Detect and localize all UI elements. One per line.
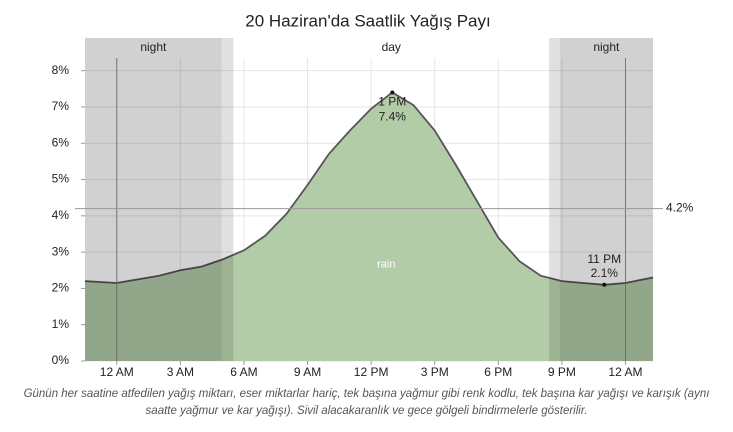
y-tick-label: 0% (52, 353, 70, 367)
highlight-value: 7.4% (379, 110, 407, 124)
period-label: day (382, 40, 401, 54)
highlight-point (390, 90, 395, 95)
y-tick-label: 8% (52, 63, 70, 77)
reference-label: 4.2% (666, 201, 694, 215)
y-tick-label: 7% (52, 99, 70, 113)
twilight-shade (549, 38, 560, 361)
period-label: night (593, 40, 620, 54)
line (84, 91, 654, 286)
x-tick-label: 3 PM (421, 365, 449, 379)
area (85, 92, 653, 361)
x-tick-label: 6 AM (230, 365, 257, 379)
chart-title: 20 Haziran'da Saatlik Yağış Payı (245, 11, 490, 30)
highlight-time: 11 PM (587, 252, 621, 266)
x-tick-label: 12 AM (100, 365, 134, 379)
x-tick-label: 9 PM (548, 365, 576, 379)
y-tick-label: 3% (52, 244, 70, 258)
x-tick-label: 12 PM (354, 365, 389, 379)
night-shade (85, 38, 222, 361)
series-label: rain (377, 259, 395, 271)
x-tick-label: 9 AM (294, 365, 321, 379)
x-tick-label: 6 PM (484, 365, 512, 379)
y-tick-label: 1% (52, 317, 70, 331)
highlight-time: 1 PM (378, 95, 406, 109)
chart: 20 Haziran'da Saatlik Yağış Payı rain nig… (52, 11, 694, 379)
highlight-value: 2.1% (591, 266, 619, 280)
period-label: night (140, 40, 167, 54)
y-tick-label: 6% (52, 135, 70, 149)
x-tick-label: 12 AM (608, 365, 642, 379)
night-shade (559, 38, 653, 361)
y-tick-label: 4% (52, 208, 70, 222)
x-tick-label: 3 AM (167, 365, 194, 379)
caption: Günün her saatine atfedilen yağış miktar… (23, 388, 710, 417)
y-tick-label: 5% (52, 172, 70, 186)
y-tick-label: 2% (52, 281, 70, 295)
twilight-shade (221, 38, 234, 361)
highlight-point (602, 282, 607, 287)
